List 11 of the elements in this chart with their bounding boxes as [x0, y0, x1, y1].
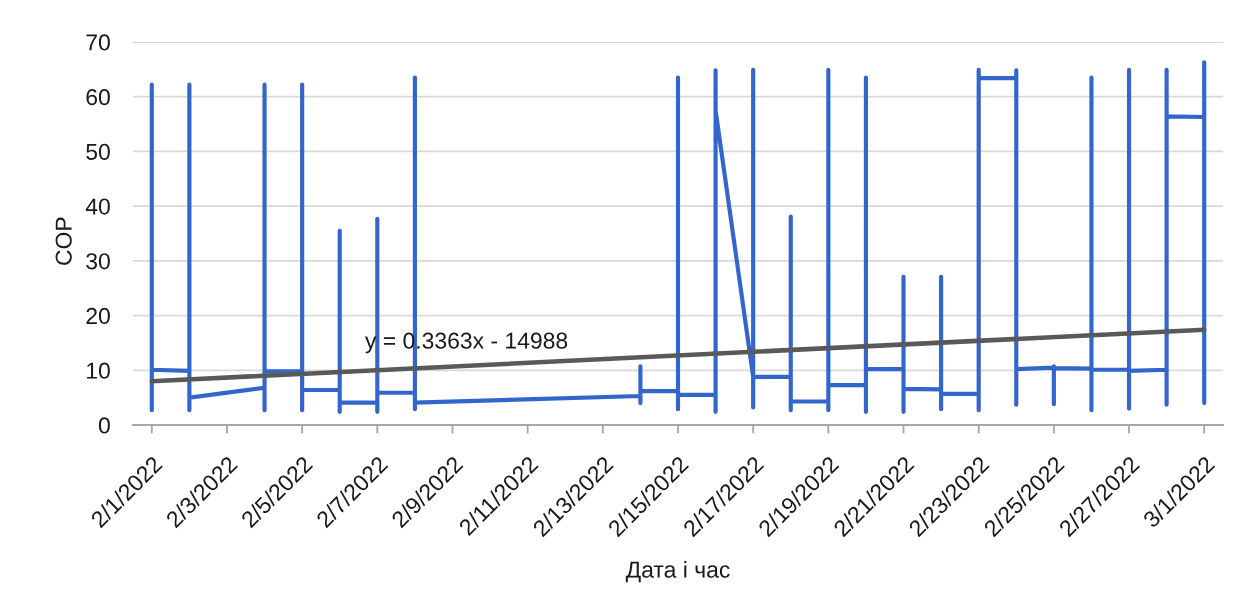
y-tick-label: 20 [86, 307, 110, 325]
y-tick-label: 60 [86, 89, 110, 106]
line-series [149, 60, 1207, 414]
y-axis-title: COP [55, 217, 72, 265]
y-tick-label: 10 [87, 362, 110, 379]
y-tick-label: 40 [85, 198, 110, 215]
y-tick-label: 30 [86, 253, 110, 270]
y-tick-label: 50 [86, 143, 110, 160]
x-axis-title: Дата і час [625, 560, 730, 583]
y-tick-label: 70 [86, 34, 110, 51]
y-tick-label: 0 [98, 417, 110, 434]
